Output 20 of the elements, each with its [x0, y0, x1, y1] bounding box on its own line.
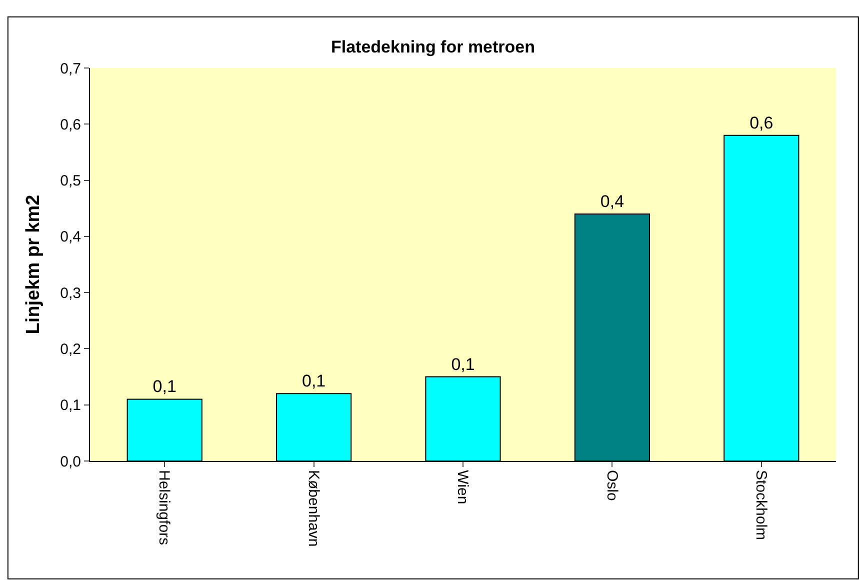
data-label: 0,4	[600, 192, 624, 211]
y-tick-label: 0,5	[60, 172, 81, 190]
x-tick-label: Helsingfors	[156, 470, 173, 546]
y-tick-label: 0,7	[60, 60, 81, 78]
data-label: 0,1	[302, 372, 326, 391]
y-tick-label: 0,0	[60, 453, 81, 470]
x-tick-label: Oslo	[603, 470, 620, 501]
y-tick-label: 0,3	[60, 284, 81, 302]
chart-title: Flatedekning for metroen	[330, 38, 536, 57]
y-tick-label: 0,2	[60, 340, 81, 358]
data-label: 0,1	[152, 377, 176, 396]
x-tick-label: København	[304, 470, 322, 547]
x-tick-label: Stockholm	[752, 470, 770, 540]
x-tick-label: Wien	[454, 470, 472, 504]
y-tick-label: 0,4	[60, 228, 81, 246]
data-label: 0,1	[451, 354, 475, 374]
y-axis-title: Linjekm pr km2	[22, 194, 44, 334]
y-tick-label: 0,1	[60, 397, 81, 414]
data-label: 0,6	[750, 113, 774, 132]
y-tick-label: 0,6	[60, 116, 81, 134]
